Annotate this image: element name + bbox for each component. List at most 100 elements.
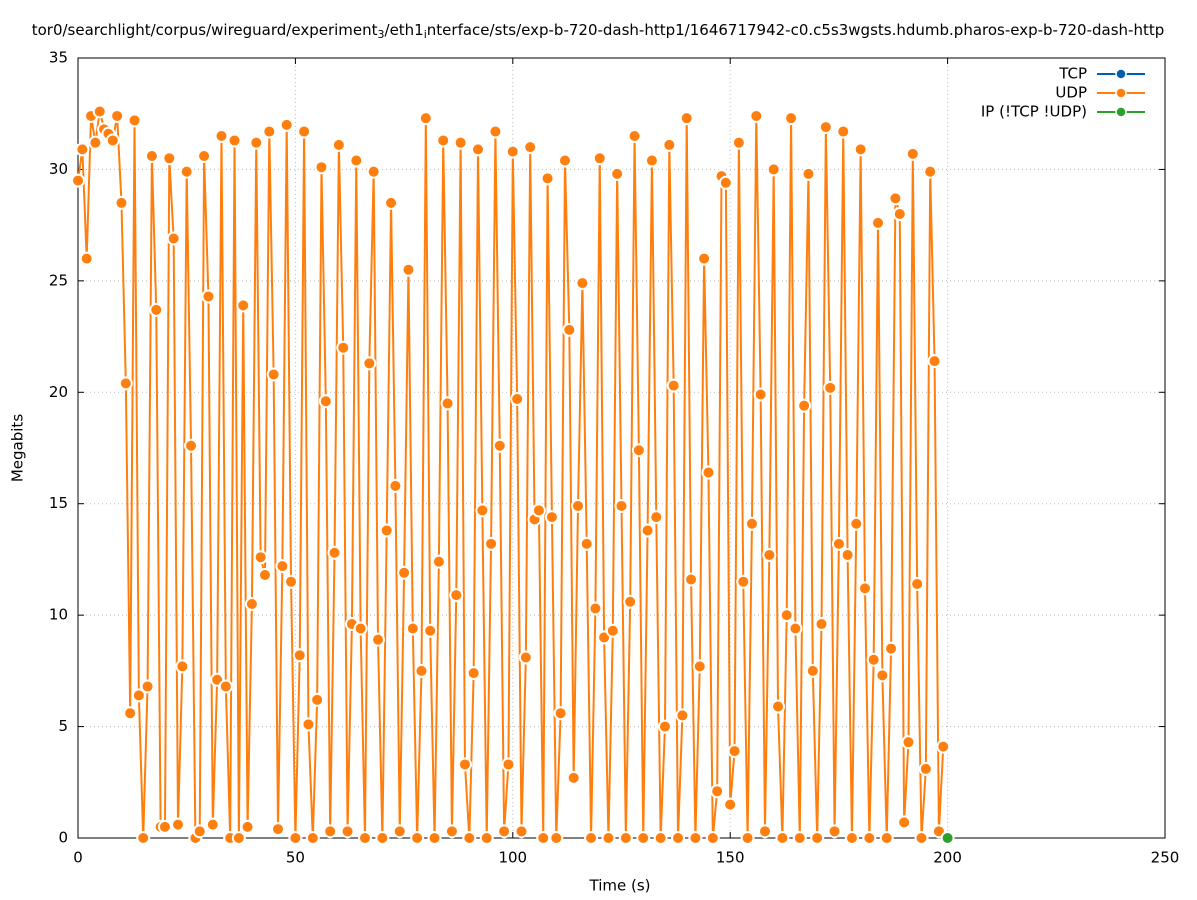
data-point bbox=[779, 608, 794, 623]
data-point bbox=[579, 536, 594, 551]
data-point bbox=[466, 666, 481, 681]
data-point bbox=[623, 594, 638, 609]
data-point bbox=[862, 831, 877, 845]
data-point bbox=[836, 124, 851, 139]
data-point bbox=[801, 166, 816, 181]
data-point bbox=[184, 438, 199, 453]
data-point bbox=[75, 142, 90, 157]
data-point bbox=[805, 663, 820, 678]
data-point bbox=[175, 659, 190, 674]
data-point bbox=[788, 621, 803, 636]
data-point bbox=[566, 770, 581, 785]
y-tick-label: 5 bbox=[58, 717, 68, 735]
data-point bbox=[275, 559, 290, 574]
data-point bbox=[288, 831, 303, 845]
data-point bbox=[844, 831, 859, 845]
data-point bbox=[488, 124, 503, 139]
data-point bbox=[888, 191, 903, 206]
data-point bbox=[649, 510, 664, 525]
data-point bbox=[262, 124, 277, 139]
data-point bbox=[523, 140, 538, 155]
data-point bbox=[584, 831, 599, 845]
data-point bbox=[497, 824, 512, 839]
y-tick-label: 20 bbox=[49, 383, 68, 401]
data-point bbox=[923, 164, 938, 179]
data-point bbox=[427, 831, 442, 845]
data-point bbox=[510, 391, 525, 406]
data-point bbox=[875, 668, 890, 683]
data-point bbox=[479, 831, 494, 845]
legend-marker bbox=[1115, 68, 1127, 80]
title-part: /eth1 bbox=[385, 21, 424, 39]
data-point bbox=[457, 757, 472, 772]
data-point bbox=[827, 824, 842, 839]
y-tick-label: 15 bbox=[49, 494, 68, 512]
data-point bbox=[166, 231, 181, 246]
data-point bbox=[757, 824, 772, 839]
y-tick-label: 30 bbox=[49, 160, 68, 178]
data-point bbox=[127, 113, 142, 128]
data-point bbox=[431, 554, 446, 569]
data-point bbox=[327, 545, 342, 560]
data-point bbox=[136, 831, 151, 845]
data-point bbox=[736, 574, 751, 589]
data-point bbox=[740, 831, 755, 845]
data-point bbox=[644, 153, 659, 168]
data-point bbox=[775, 831, 790, 845]
data-point bbox=[562, 322, 577, 337]
title-part: i bbox=[424, 28, 427, 41]
data-point bbox=[640, 523, 655, 538]
data-point bbox=[636, 831, 651, 845]
legend-marker bbox=[1115, 87, 1127, 99]
data-point bbox=[123, 706, 138, 721]
data-point bbox=[297, 124, 312, 139]
chart-title: tor0/searchlight/corpus/wireguard/experi… bbox=[32, 21, 1165, 42]
data-point bbox=[723, 797, 738, 812]
data-point bbox=[131, 688, 146, 703]
data-point bbox=[197, 149, 212, 164]
data-point bbox=[336, 340, 351, 355]
data-point bbox=[440, 396, 455, 411]
data-point bbox=[657, 719, 672, 734]
data-point bbox=[310, 692, 325, 707]
data-point bbox=[375, 831, 390, 845]
data-point bbox=[362, 356, 377, 371]
data-point bbox=[653, 831, 668, 845]
data-point bbox=[701, 465, 716, 480]
data-point bbox=[405, 621, 420, 636]
data-point bbox=[505, 144, 520, 159]
x-axis-label: Time (s) bbox=[589, 877, 651, 895]
data-point bbox=[679, 111, 694, 126]
y-tick-label: 0 bbox=[58, 829, 68, 847]
data-point bbox=[227, 133, 242, 148]
data-point bbox=[236, 298, 251, 313]
data-point bbox=[318, 394, 333, 409]
data-point bbox=[266, 367, 281, 382]
data-point bbox=[379, 523, 394, 538]
data-point bbox=[884, 641, 899, 656]
data-point bbox=[118, 376, 133, 391]
data-point bbox=[244, 597, 259, 611]
y-axis-label: Megabits bbox=[9, 414, 27, 482]
data-point bbox=[192, 824, 207, 839]
data-point bbox=[484, 536, 499, 551]
data-point bbox=[414, 663, 429, 678]
data-point bbox=[418, 111, 433, 126]
x-tick-label: 150 bbox=[716, 849, 745, 867]
data-point bbox=[610, 166, 625, 181]
data-point bbox=[675, 708, 690, 723]
data-point bbox=[553, 706, 568, 721]
data-point bbox=[353, 621, 368, 636]
data-point bbox=[105, 133, 120, 148]
data-point bbox=[631, 443, 646, 458]
data-point bbox=[475, 503, 490, 518]
data-point bbox=[549, 831, 564, 845]
data-point bbox=[240, 819, 255, 834]
data-point bbox=[771, 699, 786, 714]
data-point bbox=[314, 160, 329, 175]
data-point bbox=[536, 831, 551, 845]
data-point bbox=[279, 117, 294, 132]
data-point bbox=[218, 679, 233, 694]
data-point bbox=[571, 498, 586, 513]
data-point bbox=[323, 824, 338, 839]
